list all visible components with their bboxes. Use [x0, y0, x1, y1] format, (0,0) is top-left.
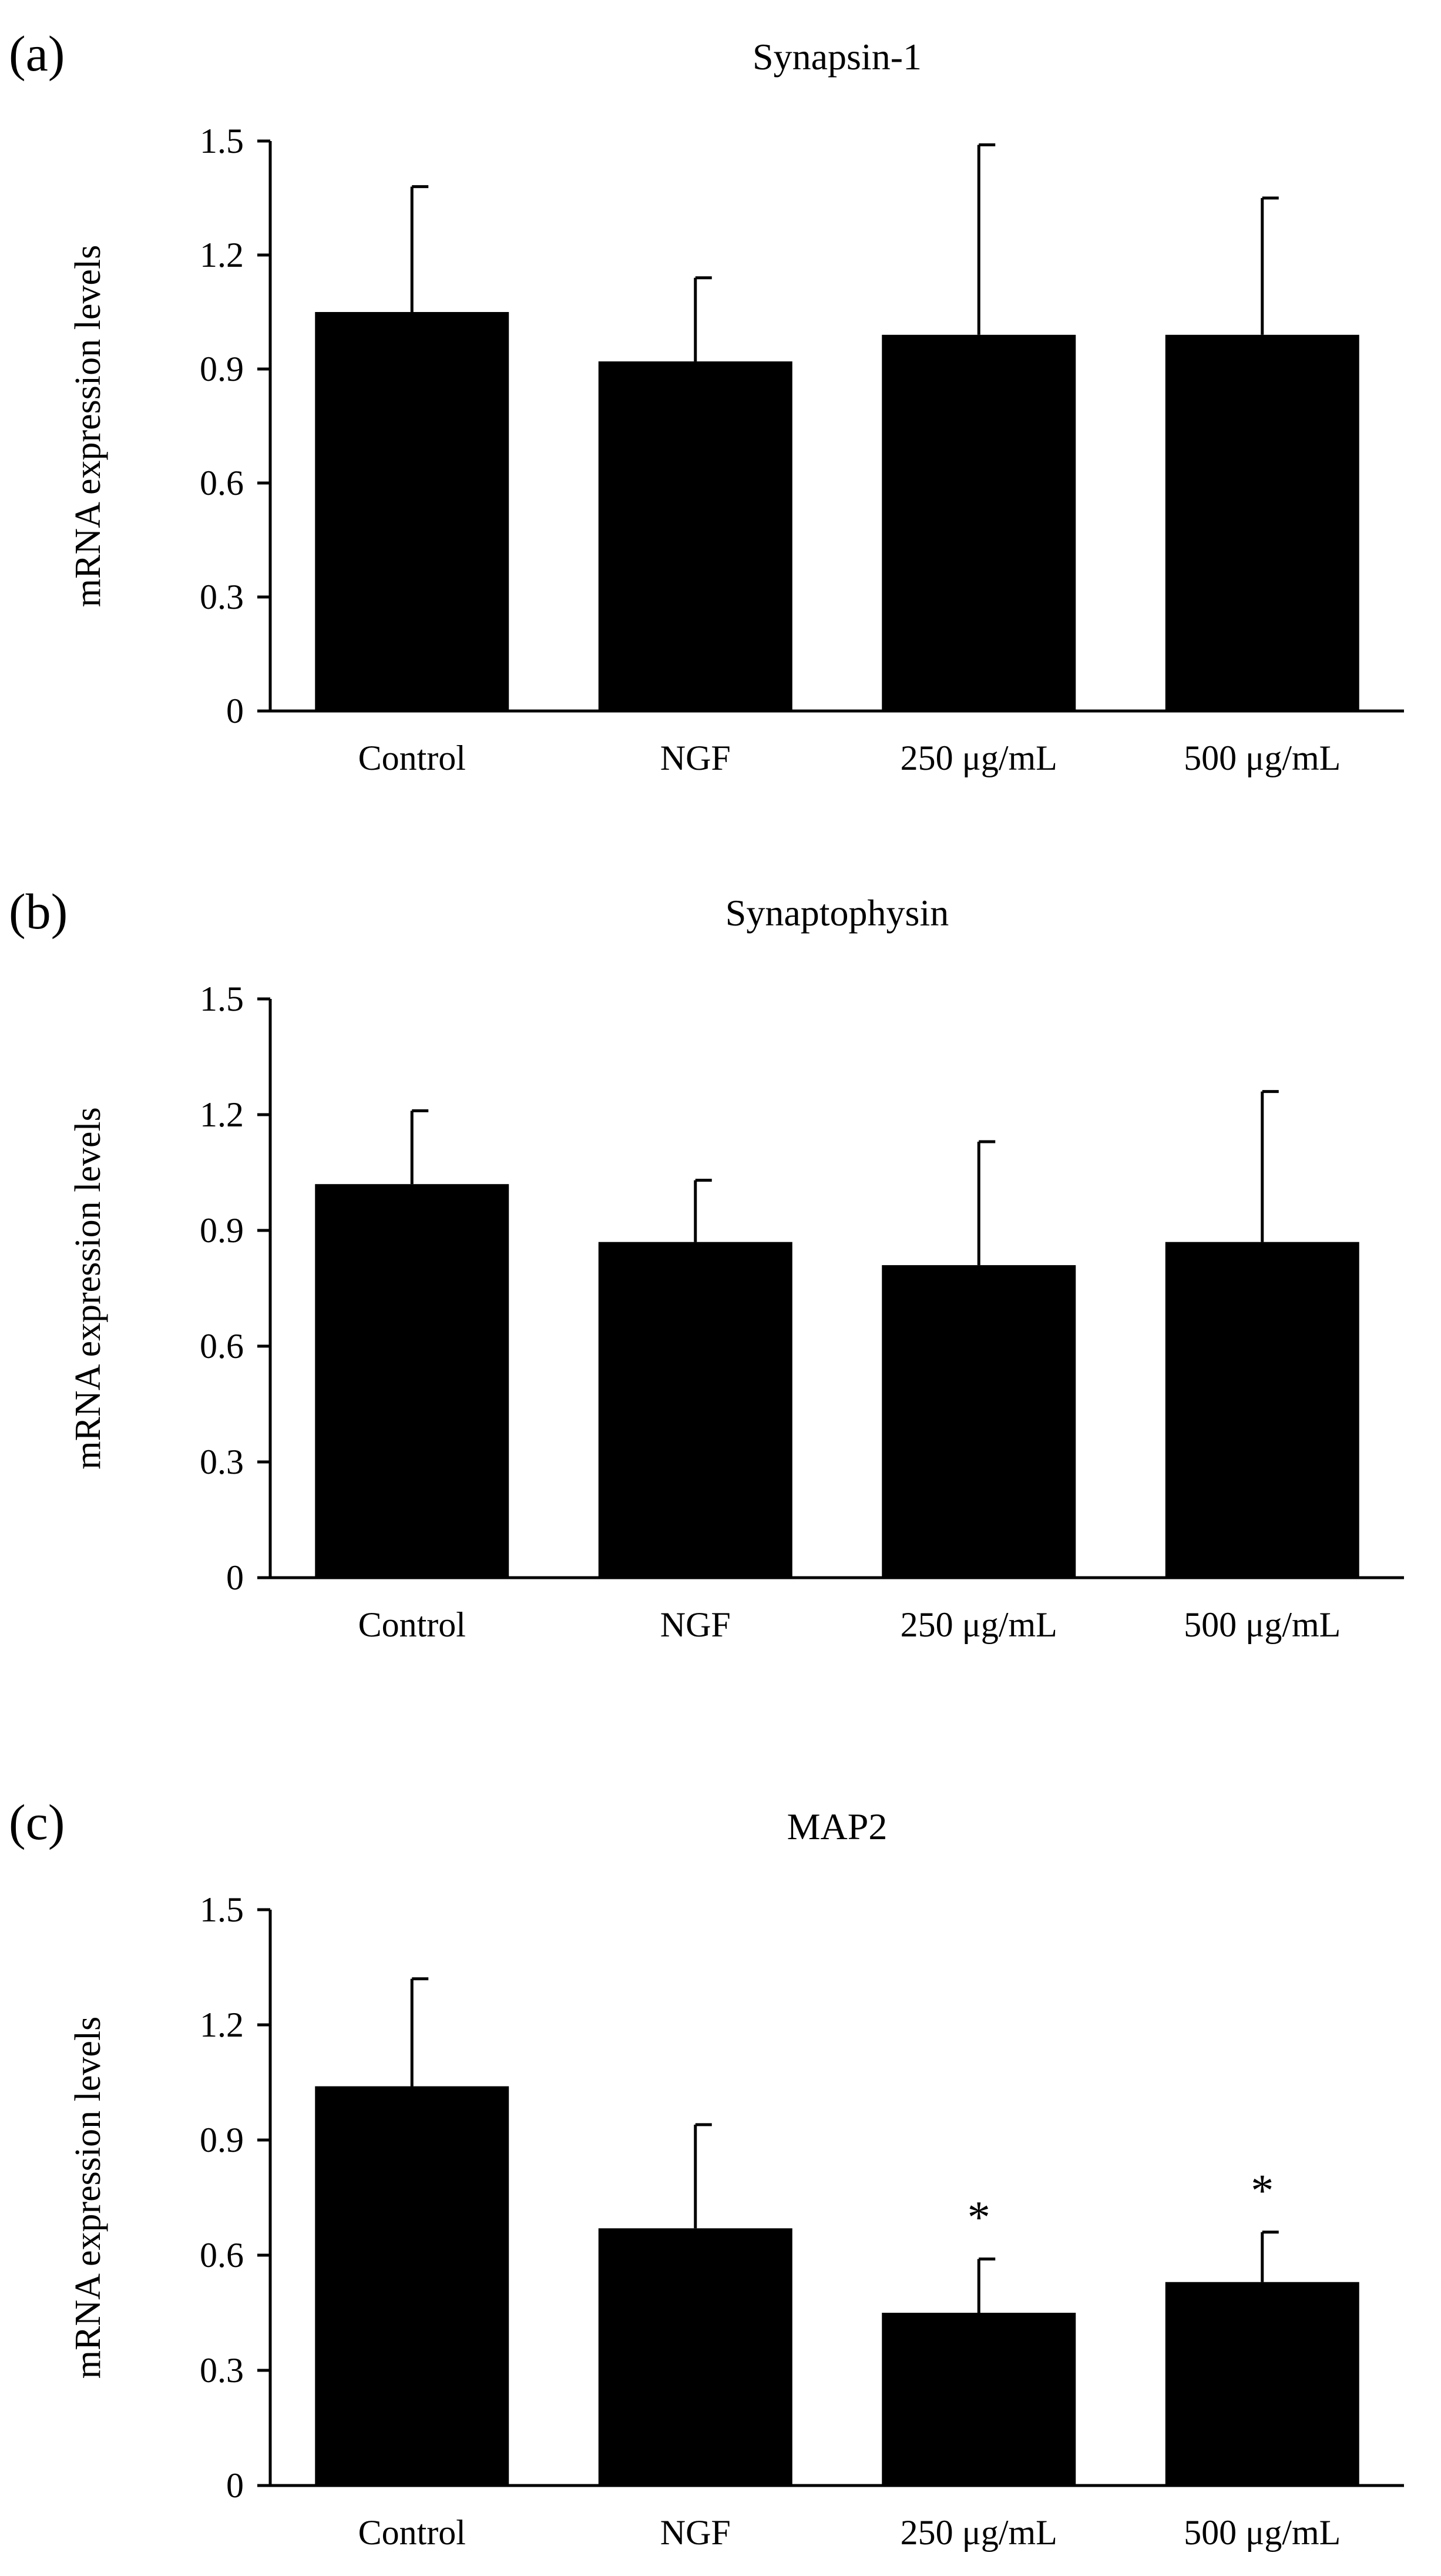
chart-title: Synaptophysin	[725, 892, 949, 934]
bar	[1165, 334, 1359, 711]
y-tick-label: 0.3	[200, 578, 244, 616]
y-tick-label: 0.3	[200, 2351, 244, 2390]
y-axis-label: mRNA expression levels	[68, 1107, 108, 1470]
category-label: 500 μg/mL	[1184, 1605, 1341, 1644]
bar	[598, 2228, 792, 2486]
bar	[1165, 2282, 1359, 2486]
bar	[315, 2086, 509, 2486]
y-tick-label: 1.5	[200, 1890, 244, 1929]
category-label: 250 μg/mL	[901, 2513, 1057, 2552]
bar	[598, 361, 792, 711]
bar	[882, 1265, 1076, 1578]
category-label: Control	[358, 2513, 466, 2552]
y-tick-label: 1.2	[200, 2005, 244, 2044]
category-label: NGF	[660, 2513, 731, 2552]
y-tick-label: 0.3	[200, 1443, 244, 1481]
bar	[315, 312, 509, 711]
y-tick-label: 0.9	[200, 1211, 244, 1250]
y-tick-label: 0.9	[200, 2121, 244, 2159]
category-label: 500 μg/mL	[1184, 739, 1341, 777]
y-tick-label: 0	[226, 2466, 244, 2505]
y-tick-label: 1.5	[200, 122, 244, 160]
y-tick-label: 1.2	[200, 1095, 244, 1134]
y-tick-label: 1.2	[200, 236, 244, 274]
bar	[1165, 1242, 1359, 1578]
category-label: NGF	[660, 739, 731, 777]
y-tick-label: 0.6	[200, 464, 244, 502]
category-label: NGF	[660, 1605, 731, 1644]
y-tick-label: 0	[226, 692, 244, 730]
y-tick-label: 1.5	[200, 980, 244, 1018]
y-tick-label: 0	[226, 1558, 244, 1597]
category-label: 250 μg/mL	[901, 739, 1057, 777]
y-tick-label: 0.9	[200, 350, 244, 388]
panel-label: (a)	[9, 25, 65, 82]
panel-label: (b)	[9, 883, 68, 940]
y-tick-label: 0.6	[200, 1327, 244, 1366]
significance-marker: *	[1251, 2165, 1274, 2216]
panel-label: (c)	[9, 1794, 65, 1850]
category-label: 250 μg/mL	[901, 1605, 1057, 1644]
bar	[315, 1184, 509, 1578]
bar	[882, 2313, 1076, 2486]
category-label: Control	[358, 1605, 466, 1644]
bar	[598, 1242, 792, 1578]
y-tick-label: 0.6	[200, 2236, 244, 2275]
category-label: 500 μg/mL	[1184, 2513, 1341, 2552]
y-axis-label: mRNA expression levels	[68, 2017, 108, 2379]
chart-title: MAP2	[787, 1806, 888, 1847]
significance-marker: *	[968, 2192, 990, 2243]
category-label: Control	[358, 739, 466, 777]
y-axis-label: mRNA expression levels	[68, 245, 108, 608]
bar	[882, 334, 1076, 711]
chart-title: Synapsin-1	[753, 36, 922, 78]
